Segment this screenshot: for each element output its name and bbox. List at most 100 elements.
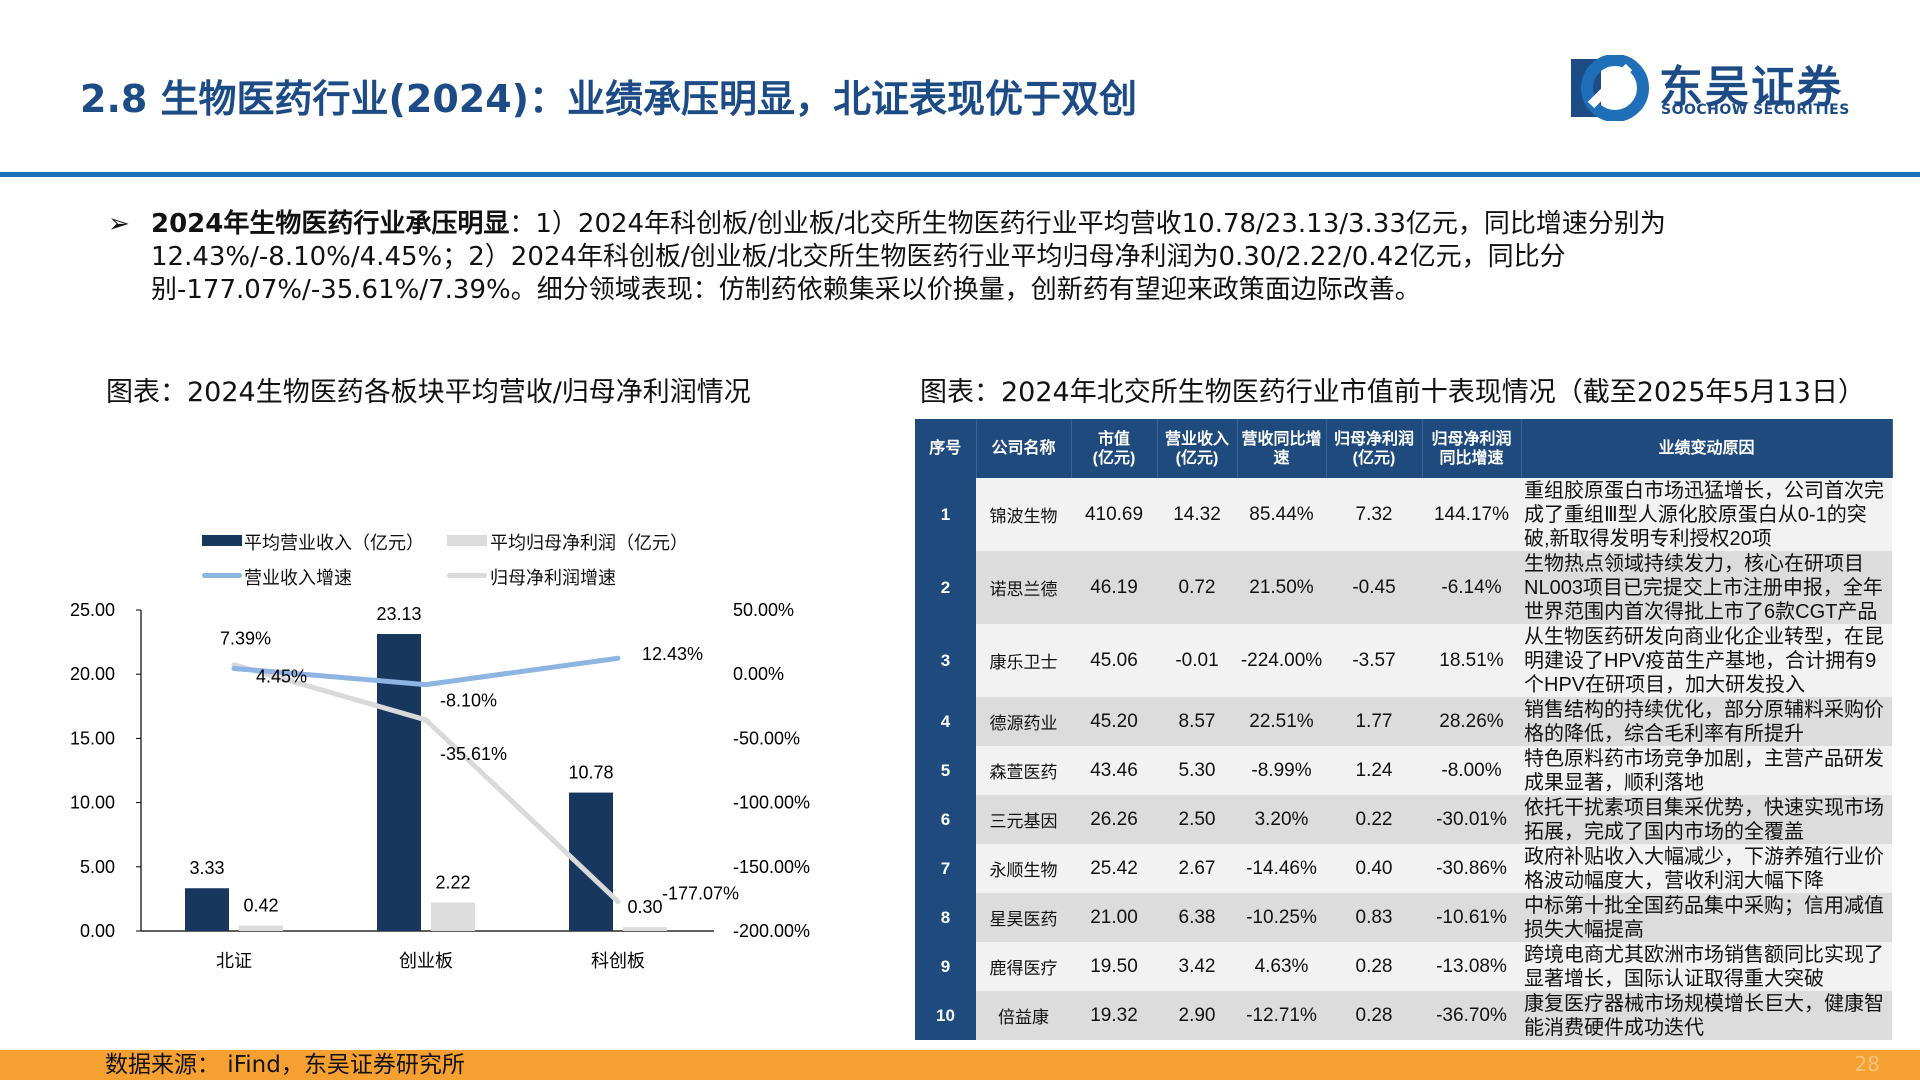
right-tick-label: 50.00% bbox=[733, 600, 794, 620]
line-data-label: -8.10% bbox=[440, 691, 497, 711]
table-cell: 销售结构的持续优化，部分原辅料采购价格的降低，综合毛利率有所提升 bbox=[1521, 697, 1892, 746]
table-cell: 144.17% bbox=[1422, 478, 1521, 551]
table-cell: 跨境电商尤其欧洲市场销售额同比实现了显著增长，国际认证取得重大突破 bbox=[1521, 942, 1892, 991]
line-data-label: 12.43% bbox=[642, 644, 703, 664]
column-header: 序号 bbox=[915, 419, 977, 478]
table-cell: 9 bbox=[915, 942, 976, 991]
legend-label-revenue: 平均营业收入（亿元） bbox=[244, 533, 424, 554]
logo-text-en: SOOCHOW SECURITIES bbox=[1661, 102, 1850, 118]
soochow-logo: 东吴证券 SOOCHOW SECURITIES bbox=[1571, 54, 1861, 122]
table-cell: 18.51% bbox=[1422, 624, 1521, 697]
table-row: 3 康乐卫士 45.06 -0.01 -224.00% -3.57 18.51% 从生物医药研… bbox=[915, 624, 1892, 697]
table-cell: 德源药业 bbox=[976, 697, 1071, 746]
table-cell: 森萱医药 bbox=[976, 746, 1071, 795]
line-data-label: -35.61% bbox=[440, 744, 507, 764]
table-row: 4 德源药业 45.20 8.57 22.51% 1.77 28.26% 销售结构的持续优化，… bbox=[915, 697, 1892, 746]
table-cell: 0.22 bbox=[1326, 795, 1422, 844]
left-tick-label: 20.00 bbox=[70, 664, 115, 684]
bar-data-label: 10.78 bbox=[568, 763, 613, 783]
right-tick-label: -50.00% bbox=[733, 728, 800, 748]
legend-swatch-revenue bbox=[202, 535, 242, 546]
table-cell: 2.67 bbox=[1157, 844, 1237, 893]
table-cell: 3 bbox=[915, 624, 976, 697]
table-cell: 8 bbox=[915, 893, 976, 942]
table-cell: 22.51% bbox=[1237, 697, 1326, 746]
bar-data-label: 0.30 bbox=[627, 897, 662, 917]
bar-profit bbox=[431, 902, 475, 931]
table-cell: -13.08% bbox=[1422, 942, 1521, 991]
table-cell: -30.01% bbox=[1422, 795, 1521, 844]
table-cell: -0.45 bbox=[1326, 551, 1422, 624]
table-cell: 生物热点领域持续发力，核心在研项目NL003项目已完提交上市注册申报，全年世界范… bbox=[1521, 551, 1892, 624]
footer-bar bbox=[0, 1050, 1920, 1080]
table-cell: 45.06 bbox=[1071, 624, 1157, 697]
legend-swatch-revenue-growth bbox=[202, 573, 242, 578]
table-cell: 26.26 bbox=[1071, 795, 1157, 844]
line-data-label: 7.39% bbox=[220, 629, 271, 649]
table-cell: 重组胶原蛋白市场迅猛增长，公司首次完成了重组Ⅲ型人源化胶原蛋白从0-1的突破,新… bbox=[1521, 478, 1892, 551]
bullet-text: ：1）2024年科创板/创业板/北交所生物医药行业平均营收10.78/23.13… bbox=[151, 209, 1666, 305]
table-cell: 1.77 bbox=[1326, 697, 1422, 746]
table-row: 2 诺思兰德 46.19 0.72 21.50% -0.45 -6.14% 生物热点领域持续发… bbox=[915, 551, 1892, 624]
table-cell: 6 bbox=[915, 795, 976, 844]
table-cell: 中标第十批全国药品集中采购；信用减值损失大幅提高 bbox=[1521, 893, 1892, 942]
left-tick-label: 10.00 bbox=[70, 793, 115, 813]
bar-profit bbox=[239, 925, 283, 931]
table-cell: 85.44% bbox=[1237, 478, 1326, 551]
column-header: 业绩变动原因 bbox=[1521, 419, 1893, 478]
left-tick-label: 25.00 bbox=[70, 600, 115, 620]
table-cell: 46.19 bbox=[1071, 551, 1157, 624]
legend-swatch-profit-growth bbox=[447, 573, 487, 578]
table-cell: 43.46 bbox=[1071, 746, 1157, 795]
table-cell: 永顺生物 bbox=[976, 844, 1071, 893]
table-cell: 7.32 bbox=[1326, 478, 1422, 551]
table-cell: -36.70% bbox=[1422, 991, 1521, 1040]
table-cell: 0.83 bbox=[1326, 893, 1422, 942]
left-tick-label: 0.00 bbox=[80, 921, 115, 941]
data-source: 数据来源： iFind，东吴证券研究所 bbox=[105, 1052, 465, 1078]
table-row: 1 锦波生物 410.69 14.32 85.44% 7.32 144.17% 重组胶原蛋白市… bbox=[915, 478, 1892, 551]
table-cell: -12.71% bbox=[1237, 991, 1326, 1040]
table-cell: -14.46% bbox=[1237, 844, 1326, 893]
logo-mark-icon bbox=[1571, 54, 1649, 122]
table-cell: 28.26% bbox=[1422, 697, 1521, 746]
column-header: 公司名称 bbox=[976, 419, 1072, 478]
table-cell: -6.14% bbox=[1422, 551, 1521, 624]
table-cell: 0.28 bbox=[1326, 942, 1422, 991]
column-header: 营收同比增 速 bbox=[1237, 419, 1327, 478]
table-cell: 鹿得医疗 bbox=[976, 942, 1071, 991]
table-cell: 依托干扰素项目集采优势，快速实现市场拓展，完成了国内市场的全覆盖 bbox=[1521, 795, 1892, 844]
table-cell: 5 bbox=[915, 746, 976, 795]
table-cell: -0.01 bbox=[1157, 624, 1237, 697]
bar-data-label: 23.13 bbox=[376, 604, 421, 624]
table-cell: 410.69 bbox=[1071, 478, 1157, 551]
profit-growth-line bbox=[231, 662, 621, 905]
table-cell: -8.00% bbox=[1422, 746, 1521, 795]
table-cell: 21.50% bbox=[1237, 551, 1326, 624]
table-cell: 0.28 bbox=[1326, 991, 1422, 1040]
table-cell: 45.20 bbox=[1071, 697, 1157, 746]
table-cell: 4 bbox=[915, 697, 976, 746]
bar-profit bbox=[623, 927, 667, 931]
table-row: 7 永顺生物 25.42 2.67 -14.46% 0.40 -30.86% 政府补贴收入大幅… bbox=[915, 844, 1892, 893]
category-label: 创业板 bbox=[399, 951, 453, 971]
table-cell: 2.90 bbox=[1157, 991, 1237, 1040]
table-cell: 锦波生物 bbox=[976, 478, 1071, 551]
table-cell: 三元基因 bbox=[976, 795, 1071, 844]
page-number: 28 bbox=[1854, 1052, 1880, 1076]
table-cell: 4.63% bbox=[1237, 942, 1326, 991]
right-tick-label: -200.00% bbox=[733, 921, 810, 941]
table-cell: 康乐卫士 bbox=[976, 624, 1071, 697]
table-cell: 5.30 bbox=[1157, 746, 1237, 795]
table-cell: 康复医疗器械市场规模增长巨大，健康智能消费硬件成功迭代 bbox=[1521, 991, 1892, 1040]
table-cell: 特色原料药市场竞争加剧，主营产品研发成果显著，顺利落地 bbox=[1521, 746, 1892, 795]
legend-label-revenue-growth: 营业收入增速 bbox=[244, 568, 352, 589]
table-cell: 倍益康 bbox=[976, 991, 1071, 1040]
table-cell: -30.86% bbox=[1422, 844, 1521, 893]
column-header: 营业收入 (亿元) bbox=[1157, 419, 1238, 478]
column-header: 归母净利润 同比增速 bbox=[1422, 419, 1522, 478]
table-cell: 6.38 bbox=[1157, 893, 1237, 942]
right-tick-label: -100.00% bbox=[733, 793, 810, 813]
right-tick-label: 0.00% bbox=[733, 664, 784, 684]
table-cell: 19.32 bbox=[1071, 991, 1157, 1040]
